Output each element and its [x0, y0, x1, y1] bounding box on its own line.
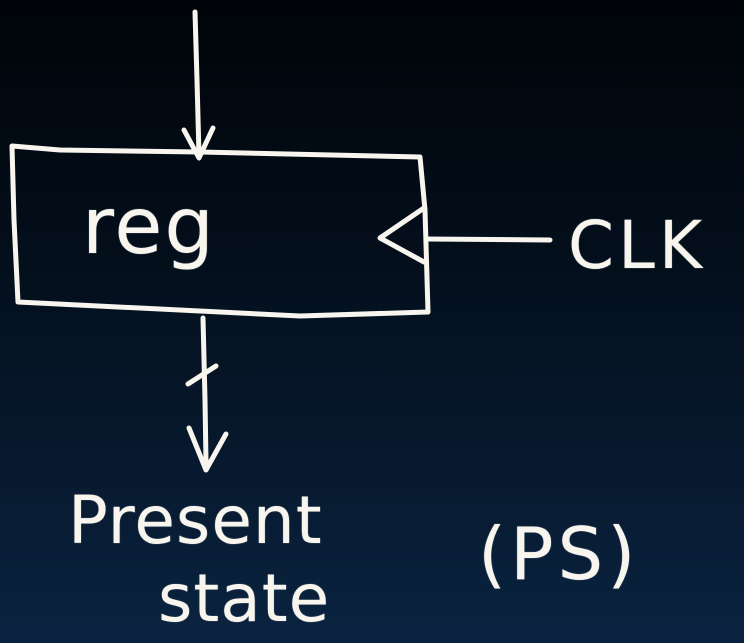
clock-label: CLK — [568, 207, 707, 284]
clock-edge-triangle — [377, 205, 427, 265]
output-arrow-line — [200, 315, 209, 465]
register-label: reg — [82, 182, 216, 272]
input-arrow-line — [192, 9, 202, 158]
clock-line — [423, 236, 553, 243]
output-label-line2: state — [158, 560, 331, 637]
output-label-line1: Present — [68, 482, 323, 559]
output-arrow-head — [186, 425, 229, 473]
input-arrow-head — [181, 125, 216, 161]
output-bus-tick — [185, 363, 219, 387]
register-box — [9, 143, 431, 319]
output-abbrev-label: (PS) — [478, 512, 640, 596]
